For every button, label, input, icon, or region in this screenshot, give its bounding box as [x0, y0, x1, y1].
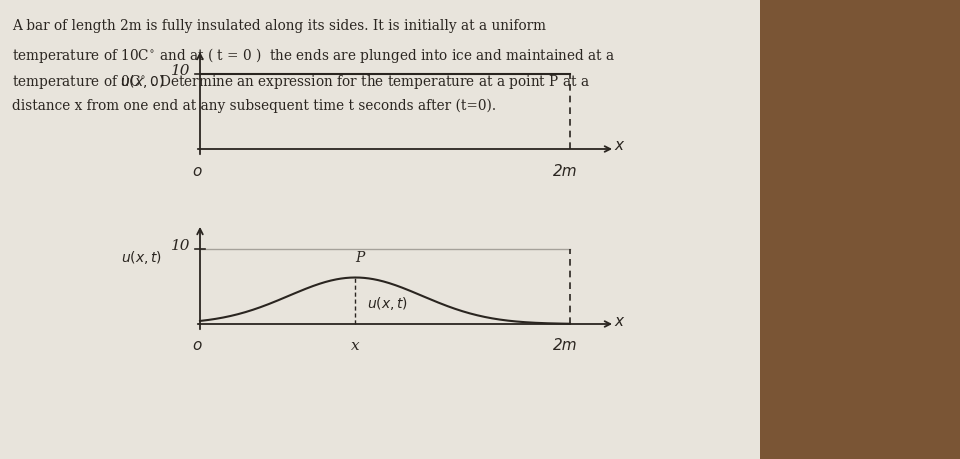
Text: temperature of 0C$^{\circ}$ . Determine an expression for the temperature at a p: temperature of 0C$^{\circ}$ . Determine … — [12, 73, 589, 91]
Text: 10: 10 — [171, 64, 190, 78]
Text: $x$: $x$ — [614, 139, 626, 153]
Text: distance x from one end at any subsequent time t seconds after (t=0).: distance x from one end at any subsequen… — [12, 99, 496, 113]
Text: P: P — [356, 252, 365, 265]
Text: $x$: $x$ — [614, 313, 626, 329]
Text: A bar of length 2m is fully insulated along its sides. It is initially at a unif: A bar of length 2m is fully insulated al… — [12, 19, 546, 33]
Text: x: x — [351, 339, 360, 353]
Text: 2m: 2m — [553, 338, 577, 353]
Text: $u(x,0)$: $u(x,0)$ — [120, 73, 164, 90]
Text: temperature of 10C$^{\circ}$ and at ( t = 0 )  the ends are plunged into ice and: temperature of 10C$^{\circ}$ and at ( t … — [12, 46, 615, 65]
Text: 2m: 2m — [553, 163, 577, 179]
Text: o: o — [192, 338, 202, 353]
Text: o: o — [192, 163, 202, 179]
Text: 10: 10 — [171, 239, 190, 253]
FancyBboxPatch shape — [760, 0, 960, 459]
Text: $u(x,t)$: $u(x,t)$ — [121, 248, 162, 265]
FancyBboxPatch shape — [0, 0, 760, 459]
Text: $u(x,t)$: $u(x,t)$ — [368, 296, 409, 313]
